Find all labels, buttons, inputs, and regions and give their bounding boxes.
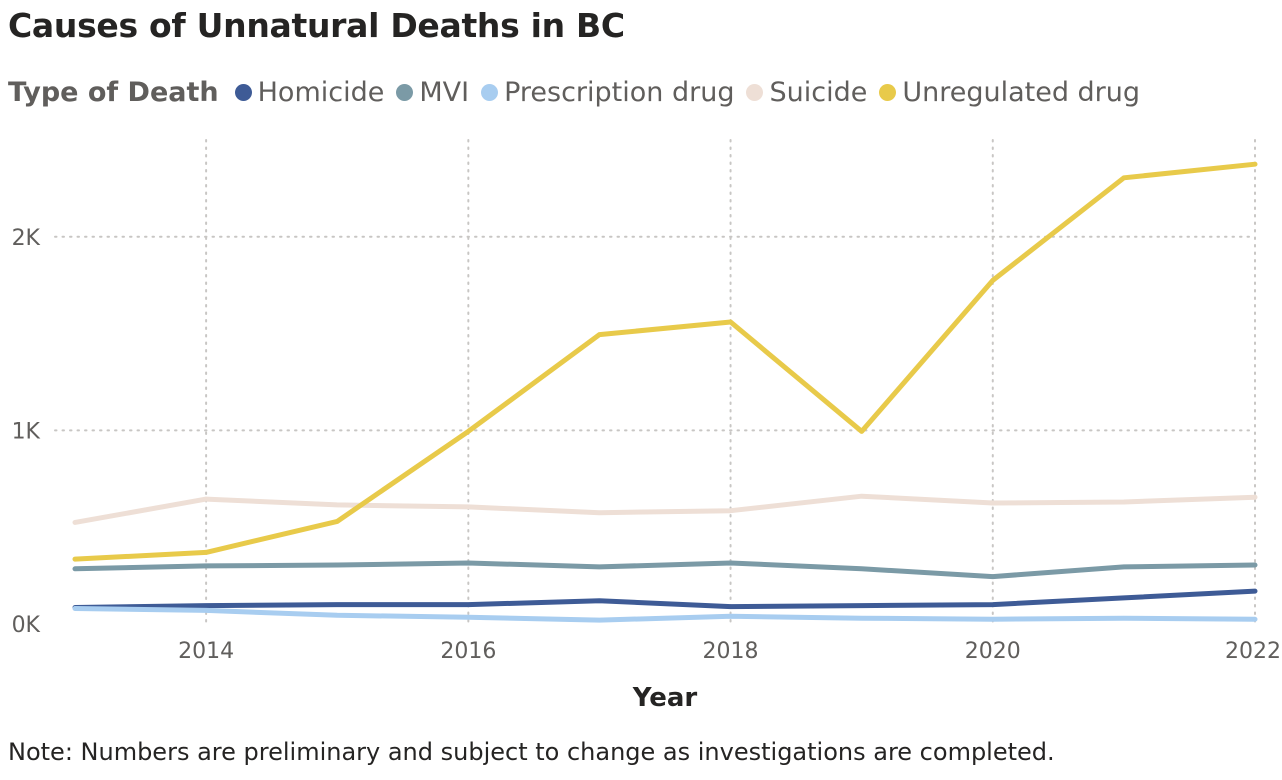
y-tick-label-2K: 2K	[12, 226, 41, 251]
legend-dot-homicide	[234, 83, 252, 101]
legend: Type of Death Homicide MVI Prescription …	[8, 74, 1152, 110]
series-line-homicide	[72, 588, 1258, 610]
gridlines	[54, 139, 1256, 625]
legend-dot-prescription-drug	[481, 83, 499, 101]
series-line-mvi	[72, 560, 1258, 580]
x-tick-label-2022: 2022	[1225, 639, 1281, 664]
legend-item-prescription-drug[interactable]: Prescription drug	[481, 77, 734, 108]
legend-label-unregulated-drug: Unregulated drug	[902, 76, 1141, 108]
x-tick-label-2020: 2020	[965, 639, 1021, 664]
legend-dot-unregulated-drug	[879, 83, 897, 101]
legend-title: Type of Death	[8, 76, 219, 108]
series-line-prescription-drug	[72, 606, 1258, 623]
axis-ticks: 2014 2016 2018 2020 2022 0K 1K 2K	[12, 226, 1281, 664]
y-tick-label-0K: 0K	[12, 613, 41, 638]
x-tick-label-2018: 2018	[703, 639, 759, 664]
footnote: Note: Numbers are preliminary and subjec…	[8, 738, 1055, 766]
legend-label-prescription-drug: Prescription drug	[504, 76, 735, 108]
x-tick-label-2014: 2014	[178, 639, 234, 664]
legend-item-homicide[interactable]: Homicide	[234, 76, 385, 108]
line-chart: 2014 2016 2018 2020 2022 0K 1K 2K Year	[12, 139, 1281, 713]
legend-label-suicide: Suicide	[769, 76, 868, 108]
legend-dot-mvi	[396, 83, 414, 101]
legend-dot-suicide	[746, 83, 764, 101]
legend-item-mvi[interactable]: MVI	[396, 77, 469, 108]
legend-label-mvi: MVI	[419, 76, 470, 108]
series-lines	[72, 161, 1258, 623]
series-line-unregulated-drug	[72, 161, 1258, 562]
x-tick-label-2016: 2016	[440, 639, 496, 664]
chart-title: Causes of Unnatural Deaths in BC	[8, 6, 625, 45]
series-line-suicide	[72, 493, 1258, 525]
x-axis-label: Year	[632, 683, 698, 713]
legend-label-homicide: Homicide	[257, 76, 385, 108]
y-tick-label-1K: 1K	[12, 419, 41, 444]
legend-item-suicide[interactable]: Suicide	[746, 77, 867, 108]
legend-item-unregulated-drug[interactable]: Unregulated drug	[879, 77, 1140, 108]
